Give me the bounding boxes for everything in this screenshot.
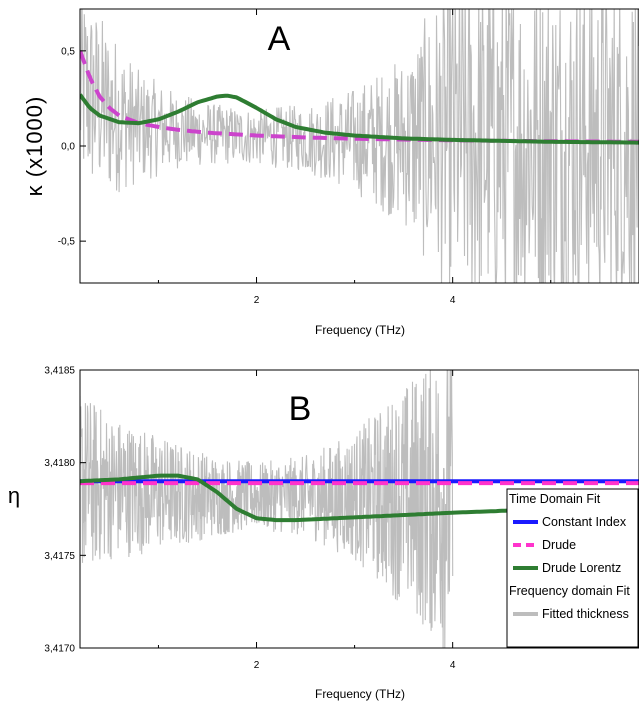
series-a-2-drude-lorentz-line — [80, 93, 639, 145]
y-tick-label-b-0: 3,4170 — [44, 644, 75, 655]
y-tick-label-b-2: 3,4180 — [44, 458, 75, 469]
panel-label-b: B — [289, 390, 312, 428]
x-axis-title-b: Frequency (THz) — [315, 687, 405, 701]
panel-label-a: A — [268, 20, 291, 58]
legend: Time Domain Fit Constant Index Drude Drude … — [506, 488, 639, 648]
x-tick-label-b-1: 4 — [450, 660, 456, 671]
x-tick-label-a-0: 2 — [254, 295, 260, 306]
x-tick-label-a-1: 4 — [450, 295, 456, 306]
legend-label-1: Constant Index — [542, 515, 627, 529]
y-axis-title-a: κ (x1000) — [22, 96, 47, 197]
y-tick-label-b-1: 3,4175 — [44, 551, 75, 562]
panel-b: 2 4 3,4170 3,4175 3,4180 3,4185 B Frequency (… — [8, 366, 639, 701]
y-tick-label-a-1: 0,0 — [61, 142, 75, 153]
legend-label-2: Drude — [542, 538, 576, 552]
legend-label-5: Fitted thickness — [542, 607, 629, 621]
y-tick-label-a-2: 0,5 — [61, 46, 75, 57]
fitted-thickness-noise-band-a — [80, 9, 639, 283]
legend-header-4: Frequency domain Fit — [509, 584, 630, 598]
series-lines-a — [80, 50, 639, 145]
x-axis-title-a: Frequency (THz) — [315, 323, 405, 337]
ticks-a: 2 4 -0,5 0,0 0,5 — [58, 9, 552, 306]
series-b-0-fitted-thickness-line — [80, 370, 454, 648]
panel-a: 2 4 -0,5 0,0 0,5 A Frequency (THz) κ (x1000) — [22, 8, 639, 337]
legend-header-0: Time Domain Fit — [509, 492, 601, 506]
y-tick-label-b-3: 3,4185 — [44, 366, 75, 377]
y-axis-title-b: η — [8, 483, 20, 508]
series-a-0-fitted-thickness-line — [80, 9, 639, 283]
x-tick-label-b-0: 2 — [254, 660, 260, 671]
legend-label-3: Drude Lorentz — [542, 561, 621, 575]
y-tick-label-a-0: -0,5 — [58, 237, 76, 248]
fitted-thickness-noise-band-b — [80, 370, 454, 648]
plot-frame-b — [79, 369, 639, 649]
